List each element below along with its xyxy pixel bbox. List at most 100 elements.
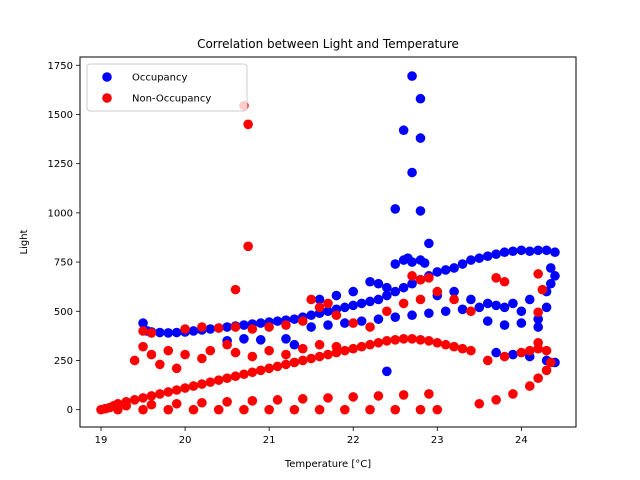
data-point [188,381,199,391]
y-tick-label: 250 [54,356,73,367]
data-point [524,345,535,356]
data-point [415,274,426,285]
data-point [457,343,468,354]
data-point [171,385,182,395]
data-point [550,271,560,281]
data-point [482,355,493,366]
data-point [138,318,148,328]
data-point [533,269,543,279]
data-point [138,341,148,352]
data-point [348,318,359,328]
data-point [533,314,543,324]
data-point [281,359,291,370]
y-tick-label: 0 [67,405,73,416]
data-point [180,383,190,393]
data-point [272,316,283,326]
data-point [306,322,316,332]
data-point [424,238,434,249]
data-point [415,294,426,305]
data-point [365,296,375,307]
data-point [205,377,216,387]
data-point [390,286,401,297]
data-point [407,167,417,178]
data-point [272,395,283,405]
data-point [314,294,325,305]
data-point [533,322,543,332]
data-point [424,273,434,283]
data-point [340,318,350,328]
data-point [264,404,274,415]
data-point [281,320,291,330]
data-point [398,125,409,136]
data-point [146,328,157,338]
data-point [188,326,199,336]
data-point [230,347,241,358]
legend-label: Non-Occupancy [132,94,211,105]
data-point [516,347,527,358]
data-point [323,393,333,403]
data-point [255,318,266,328]
y-tick-label: 1250 [48,159,73,170]
data-point [155,327,165,338]
data-point [407,278,417,289]
data-point [474,398,485,409]
plot-frame [79,56,577,428]
data-point [281,334,291,344]
x-tick-label: 23 [431,435,444,446]
data-point [146,399,157,410]
data-point [180,349,190,360]
data-point [306,353,316,364]
data-point [432,337,443,348]
data-point [466,294,476,305]
data-point [491,347,501,358]
x-tick-label: 24 [515,435,528,446]
data-point [348,300,359,311]
data-point [415,93,426,104]
y-axis: 0 250 500 750 1000 1250 1500 1750 [48,61,80,416]
data-point [533,245,543,256]
x-tick-label: 21 [263,435,276,446]
data-point [440,306,451,317]
data-point [482,316,493,326]
data-point [297,316,308,326]
data-point [373,314,384,324]
data-point [516,306,527,317]
data-point [348,343,359,354]
data-point [449,263,459,273]
data-point [474,302,485,313]
data-point [457,304,468,315]
data-point [314,404,325,415]
data-point [373,391,384,401]
data-point [163,387,174,397]
data-point [340,345,350,356]
data-point [264,322,274,332]
y-tick-label: 1750 [48,61,73,72]
data-point [419,258,430,268]
data-point [348,286,359,297]
data-point [306,310,316,321]
data-point [398,298,409,309]
data-point [331,310,342,321]
y-tick-label: 1500 [48,110,73,121]
data-point [457,259,468,269]
data-point [499,302,510,313]
data-point [247,367,258,378]
y-tick-label: 500 [54,307,73,318]
data-point [356,341,367,352]
data-point [407,257,417,267]
data-point [197,397,207,408]
data-point [205,345,216,356]
data-point [373,294,384,305]
data-point [121,400,132,411]
data-point [129,395,140,405]
data-point [297,394,308,404]
legend-label: Occupancy [132,73,188,84]
data-point [508,298,518,309]
data-point [474,253,485,263]
data-point [155,359,165,370]
data-point [289,339,300,350]
data-point [340,404,350,415]
data-point [197,322,207,332]
data-point [331,290,342,301]
data-point [524,294,535,305]
